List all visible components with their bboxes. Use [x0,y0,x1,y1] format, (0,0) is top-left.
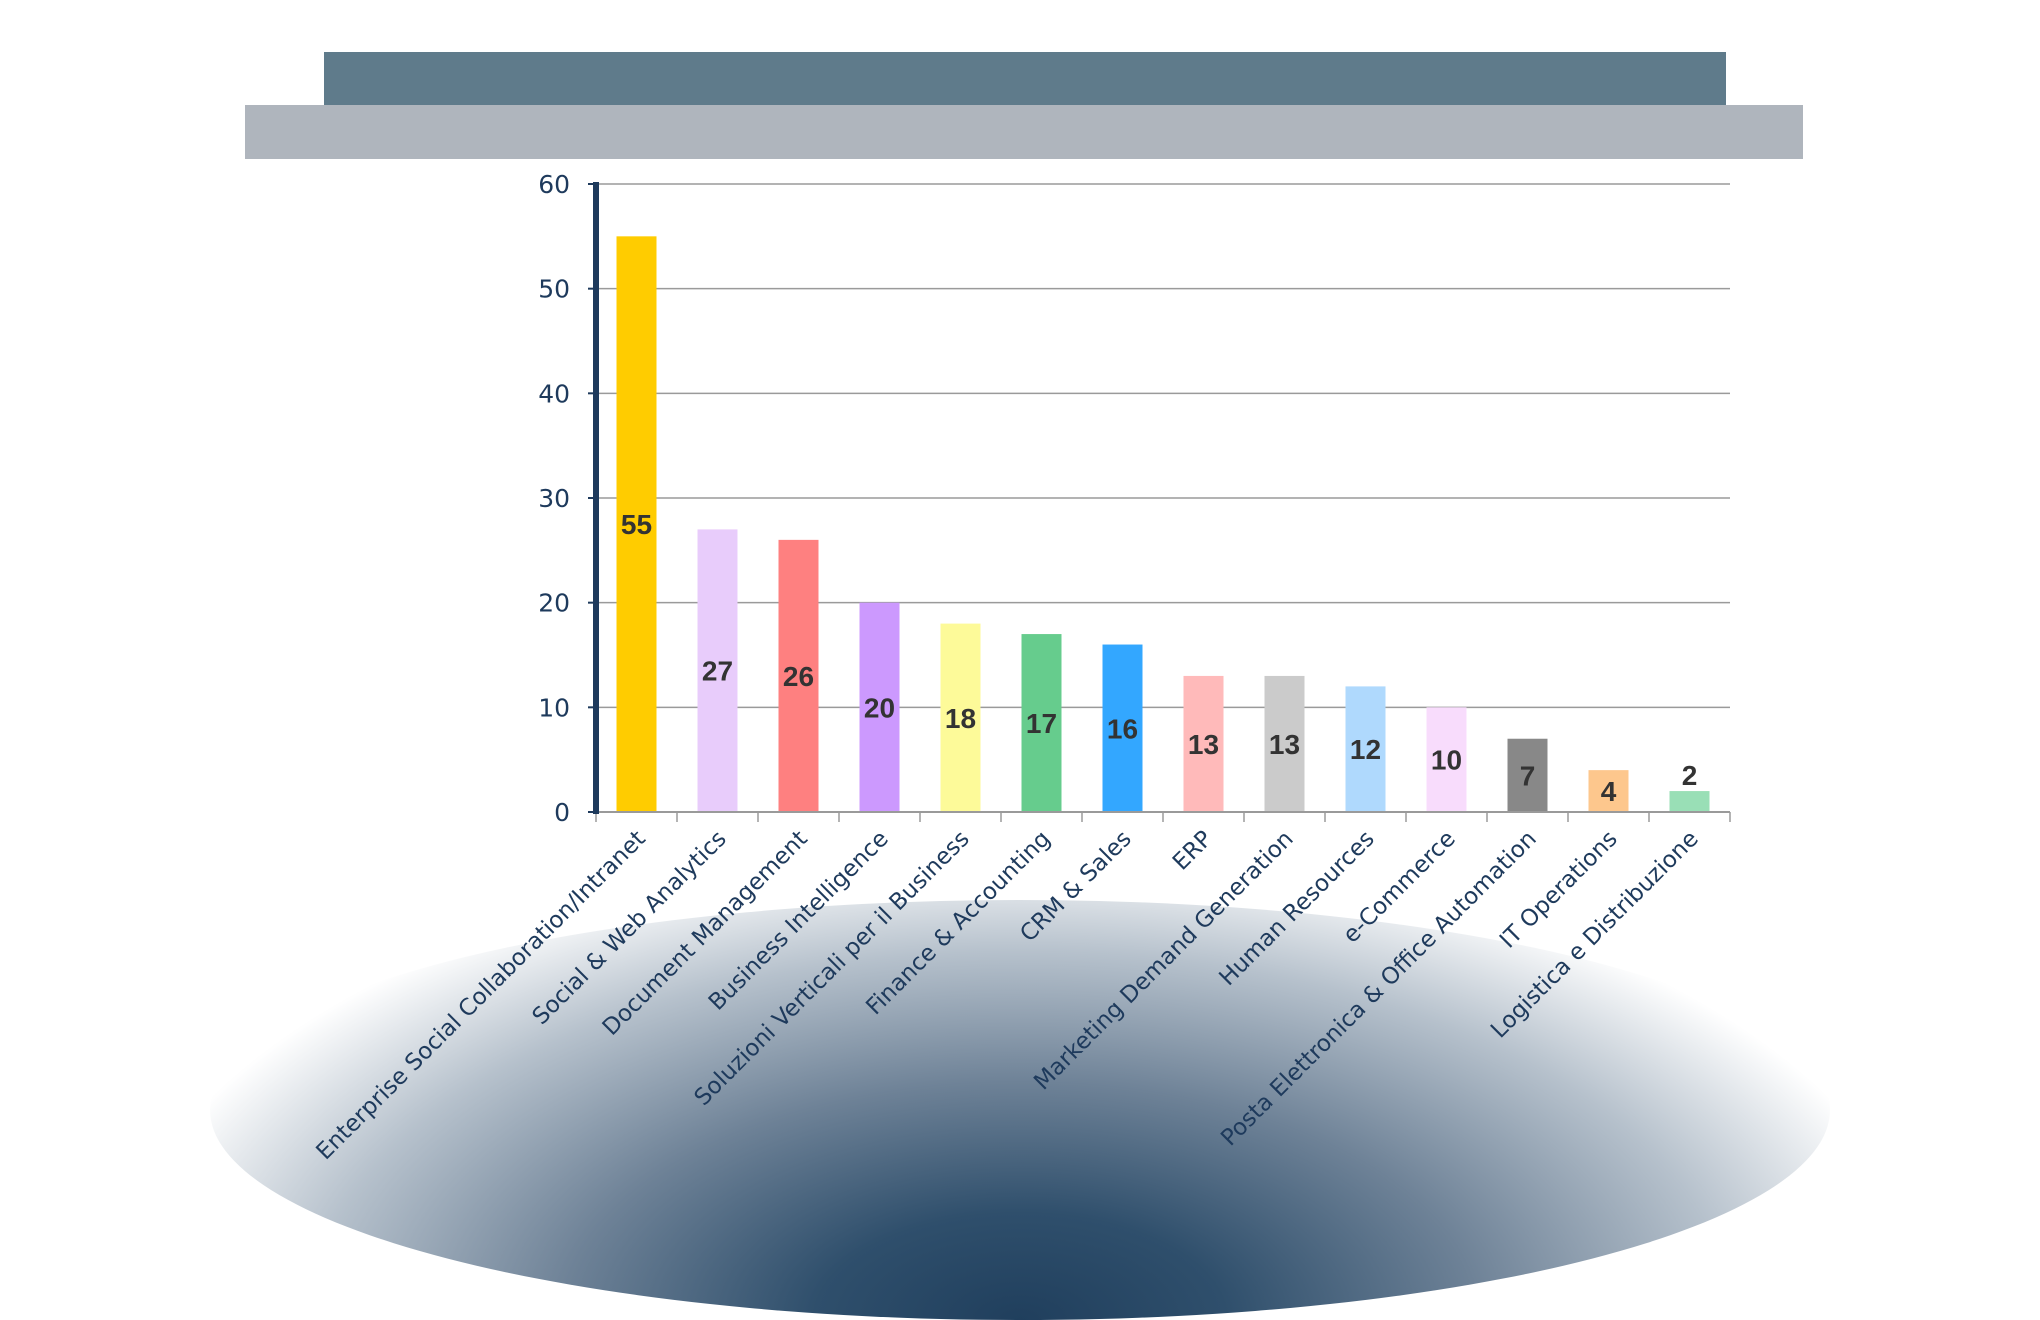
bar [1264,675,1305,812]
category-label: Enterprise Social Collaboration/Intranet [311,826,650,1165]
bar-chart: 0 10 20 30 40 50 60 Enterprise Social Collabor… [311,170,1731,1165]
bars [616,236,1710,813]
value-label: 17 [1026,708,1057,739]
bar [1507,738,1548,812]
y-tick-label: 10 [538,693,570,722]
grid-lines [596,183,1730,709]
header-bar-top [324,52,1726,106]
bar [616,236,657,813]
value-label: 7 [1520,760,1536,791]
category-label: Human Resources [1214,826,1379,991]
y-tick-label: 40 [538,379,570,408]
value-label: 20 [864,692,895,723]
bar [697,529,738,812]
y-tick-label: 50 [538,275,570,304]
value-label: 4 [1601,776,1617,807]
header-bar-bottom [245,105,1803,159]
bar [1669,791,1710,812]
value-label: 10 [1431,745,1462,776]
bar [940,623,981,812]
bar [859,602,900,812]
y-tick-label: 20 [538,589,570,618]
value-label: 2 [1682,760,1698,791]
value-label: 12 [1350,734,1381,765]
axes [588,182,1731,822]
value-label: 13 [1188,729,1219,760]
y-tick-label: 0 [554,798,570,827]
y-tick-label: 60 [538,170,570,199]
y-tick-label: 30 [538,484,570,513]
bar [1183,675,1224,812]
value-labels: 55 27 26 20 18 17 16 13 13 12 10 7 4 2 [621,509,1697,807]
category-labels: Enterprise Social Collaboration/Intranet… [311,826,1703,1165]
bar [1102,644,1143,812]
value-label: 27 [702,656,733,687]
bar [1426,707,1467,812]
bar [1345,686,1386,812]
y-tick-labels: 0 10 20 30 40 50 60 [538,170,570,827]
bar [778,539,819,812]
bar [1588,770,1629,812]
value-label: 18 [945,703,976,734]
bar [1021,634,1062,812]
value-label: 16 [1107,713,1138,744]
value-label: 26 [783,661,814,692]
value-label: 13 [1269,729,1300,760]
value-label: 55 [621,509,652,540]
category-label: ERP [1168,826,1218,876]
